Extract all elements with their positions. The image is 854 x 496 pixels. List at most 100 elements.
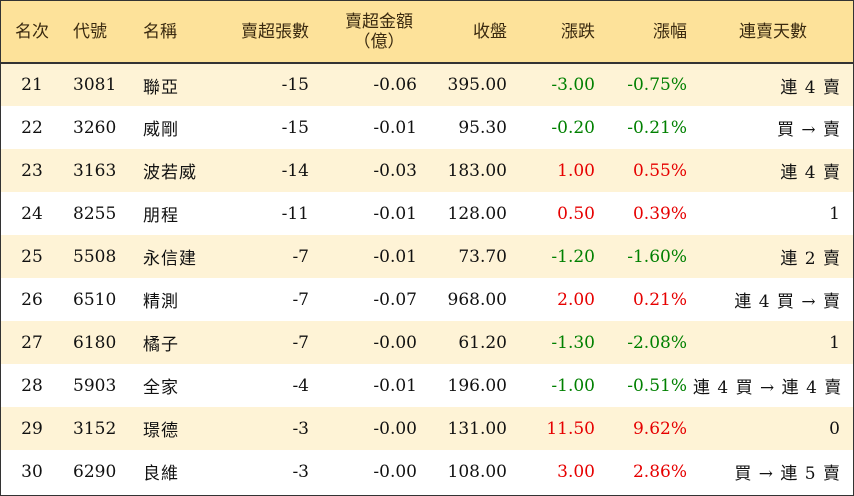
cell-streak: 買 → 賣 bbox=[776, 120, 841, 140]
cell-name: 朋程 bbox=[143, 206, 179, 226]
cell-close: 95.30 bbox=[458, 117, 507, 138]
cell-streak: 連 4 賣 bbox=[780, 163, 841, 183]
cell-code: 5903 bbox=[73, 375, 117, 396]
cell-code: 3152 bbox=[73, 418, 117, 439]
header-rank: 名次 bbox=[1, 1, 63, 64]
cell-change-pct: 9.62% bbox=[632, 418, 687, 439]
cell-rank: 21 bbox=[21, 75, 43, 95]
cell-net-lots: -3 bbox=[292, 461, 309, 482]
cell-change: 3.00 bbox=[557, 461, 595, 482]
table-row: 29 3152 璟德 -3 -0.00 131.00 11.50 9.62% 0 bbox=[1, 407, 853, 450]
cell-streak: 連 2 賣 bbox=[780, 249, 841, 269]
header-code: 代號 bbox=[63, 1, 133, 64]
cell-close: 108.00 bbox=[447, 461, 507, 482]
cell-name: 良維 bbox=[143, 464, 179, 484]
table-row: 24 8255 朋程 -11 -0.01 128.00 0.50 0.39% 1 bbox=[1, 192, 853, 235]
cell-net-lots: -14 bbox=[281, 160, 309, 181]
header-net-amount-line2: （億） bbox=[353, 31, 405, 52]
cell-change-pct: 0.39% bbox=[632, 203, 687, 224]
cell-net-amount: -0.07 bbox=[373, 289, 417, 310]
cell-name: 永信建 bbox=[143, 249, 197, 269]
cell-change: -3.00 bbox=[551, 75, 595, 95]
table-row: 21 3081 聯亞 -15 -0.06 395.00 -3.00 -0.75%… bbox=[1, 63, 853, 106]
header-change-pct: 漲幅 bbox=[601, 1, 693, 64]
table-row: 27 6180 橘子 -7 -0.00 61.20 -1.30 -2.08% 1 bbox=[1, 321, 853, 364]
cell-change: 11.50 bbox=[546, 418, 595, 439]
cell-rank: 23 bbox=[21, 160, 43, 181]
cell-change-pct: -0.51% bbox=[627, 375, 687, 396]
cell-streak: 連 4 買 → 連 4 賣 bbox=[693, 378, 843, 398]
table-row: 22 3260 威剛 -15 -0.01 95.30 -0.20 -0.21% … bbox=[1, 106, 853, 149]
cell-close: 968.00 bbox=[447, 289, 507, 310]
cell-rank: 24 bbox=[21, 203, 43, 224]
cell-name: 璟德 bbox=[143, 421, 179, 441]
cell-name: 威剛 bbox=[143, 120, 179, 140]
cell-net-lots: -7 bbox=[292, 246, 309, 267]
cell-net-amount: -0.00 bbox=[373, 461, 417, 482]
header-change: 漲跌 bbox=[513, 1, 601, 64]
cell-change-pct: 2.86% bbox=[632, 461, 687, 482]
cell-net-amount: -0.01 bbox=[373, 203, 417, 224]
cell-streak: 1 bbox=[829, 332, 841, 353]
cell-close: 196.00 bbox=[447, 375, 507, 396]
table-row: 30 6290 良維 -3 -0.00 108.00 3.00 2.86% 買 … bbox=[1, 450, 853, 493]
cell-rank: 22 bbox=[21, 117, 43, 138]
header-name: 名稱 bbox=[133, 1, 215, 64]
cell-net-lots: -4 bbox=[292, 375, 309, 396]
cell-streak: 買 → 連 5 賣 bbox=[734, 464, 841, 484]
cell-net-amount: -0.01 bbox=[373, 246, 417, 267]
cell-name: 全家 bbox=[143, 378, 179, 398]
cell-change: 0.50 bbox=[557, 203, 595, 224]
cell-change-pct: -0.21% bbox=[627, 117, 687, 138]
header-streak: 連賣天數 bbox=[693, 1, 853, 64]
cell-code: 6180 bbox=[73, 332, 117, 353]
cell-net-amount: -0.01 bbox=[373, 117, 417, 138]
cell-code: 5508 bbox=[73, 246, 117, 267]
cell-rank: 25 bbox=[21, 246, 43, 267]
cell-name: 聯亞 bbox=[143, 77, 179, 98]
cell-net-lots: -11 bbox=[281, 203, 309, 224]
cell-close: 131.00 bbox=[447, 418, 507, 439]
cell-code: 3163 bbox=[73, 160, 117, 181]
cell-streak: 連 4 買 → 賣 bbox=[734, 292, 841, 312]
header-net-amount-line1: 賣超金額 bbox=[345, 11, 413, 32]
cell-change-pct: 0.21% bbox=[632, 289, 687, 310]
cell-name: 精測 bbox=[143, 292, 179, 312]
table-row: 23 3163 波若威 -14 -0.03 183.00 1.00 0.55% … bbox=[1, 149, 853, 192]
cell-rank: 27 bbox=[21, 332, 43, 353]
cell-streak: 連 4 賣 bbox=[780, 77, 841, 98]
header-net-lots: 賣超張數 bbox=[215, 1, 315, 64]
cell-net-lots: -7 bbox=[292, 332, 309, 353]
cell-streak: 1 bbox=[829, 203, 841, 224]
cell-net-amount: -0.00 bbox=[373, 418, 417, 439]
cell-rank: 30 bbox=[21, 461, 43, 482]
table-body: 21 3081 聯亞 -15 -0.06 395.00 -3.00 -0.75%… bbox=[1, 63, 853, 493]
cell-change-pct: -2.08% bbox=[627, 332, 687, 353]
cell-change: -1.00 bbox=[551, 375, 595, 396]
cell-code: 6510 bbox=[73, 289, 117, 310]
cell-close: 128.00 bbox=[447, 203, 507, 224]
cell-change: -1.20 bbox=[551, 246, 595, 267]
cell-change-pct: -0.75% bbox=[627, 75, 687, 95]
cell-code: 8255 bbox=[73, 203, 117, 224]
table-row: 28 5903 全家 -4 -0.01 196.00 -1.00 -0.51% … bbox=[1, 364, 853, 407]
table-row: 25 5508 永信建 -7 -0.01 73.70 -1.20 -1.60% … bbox=[1, 235, 853, 278]
cell-net-amount: -0.00 bbox=[373, 332, 417, 353]
table-row: 26 6510 精測 -7 -0.07 968.00 2.00 0.21% 連 … bbox=[1, 278, 853, 321]
cell-change: -0.20 bbox=[551, 117, 595, 138]
cell-code: 3260 bbox=[73, 117, 117, 138]
cell-name: 波若威 bbox=[143, 163, 197, 183]
cell-change: 2.00 bbox=[557, 289, 595, 310]
cell-rank: 26 bbox=[21, 289, 43, 310]
cell-rank: 29 bbox=[21, 418, 43, 439]
cell-net-lots: -7 bbox=[292, 289, 309, 310]
cell-net-amount: -0.03 bbox=[373, 160, 417, 181]
cell-close: 61.20 bbox=[458, 332, 507, 353]
cell-net-lots: -3 bbox=[292, 418, 309, 439]
cell-code: 6290 bbox=[73, 461, 117, 482]
header-close: 收盤 bbox=[423, 1, 513, 64]
cell-change: 1.00 bbox=[557, 160, 595, 181]
cell-change-pct: 0.55% bbox=[632, 160, 687, 181]
